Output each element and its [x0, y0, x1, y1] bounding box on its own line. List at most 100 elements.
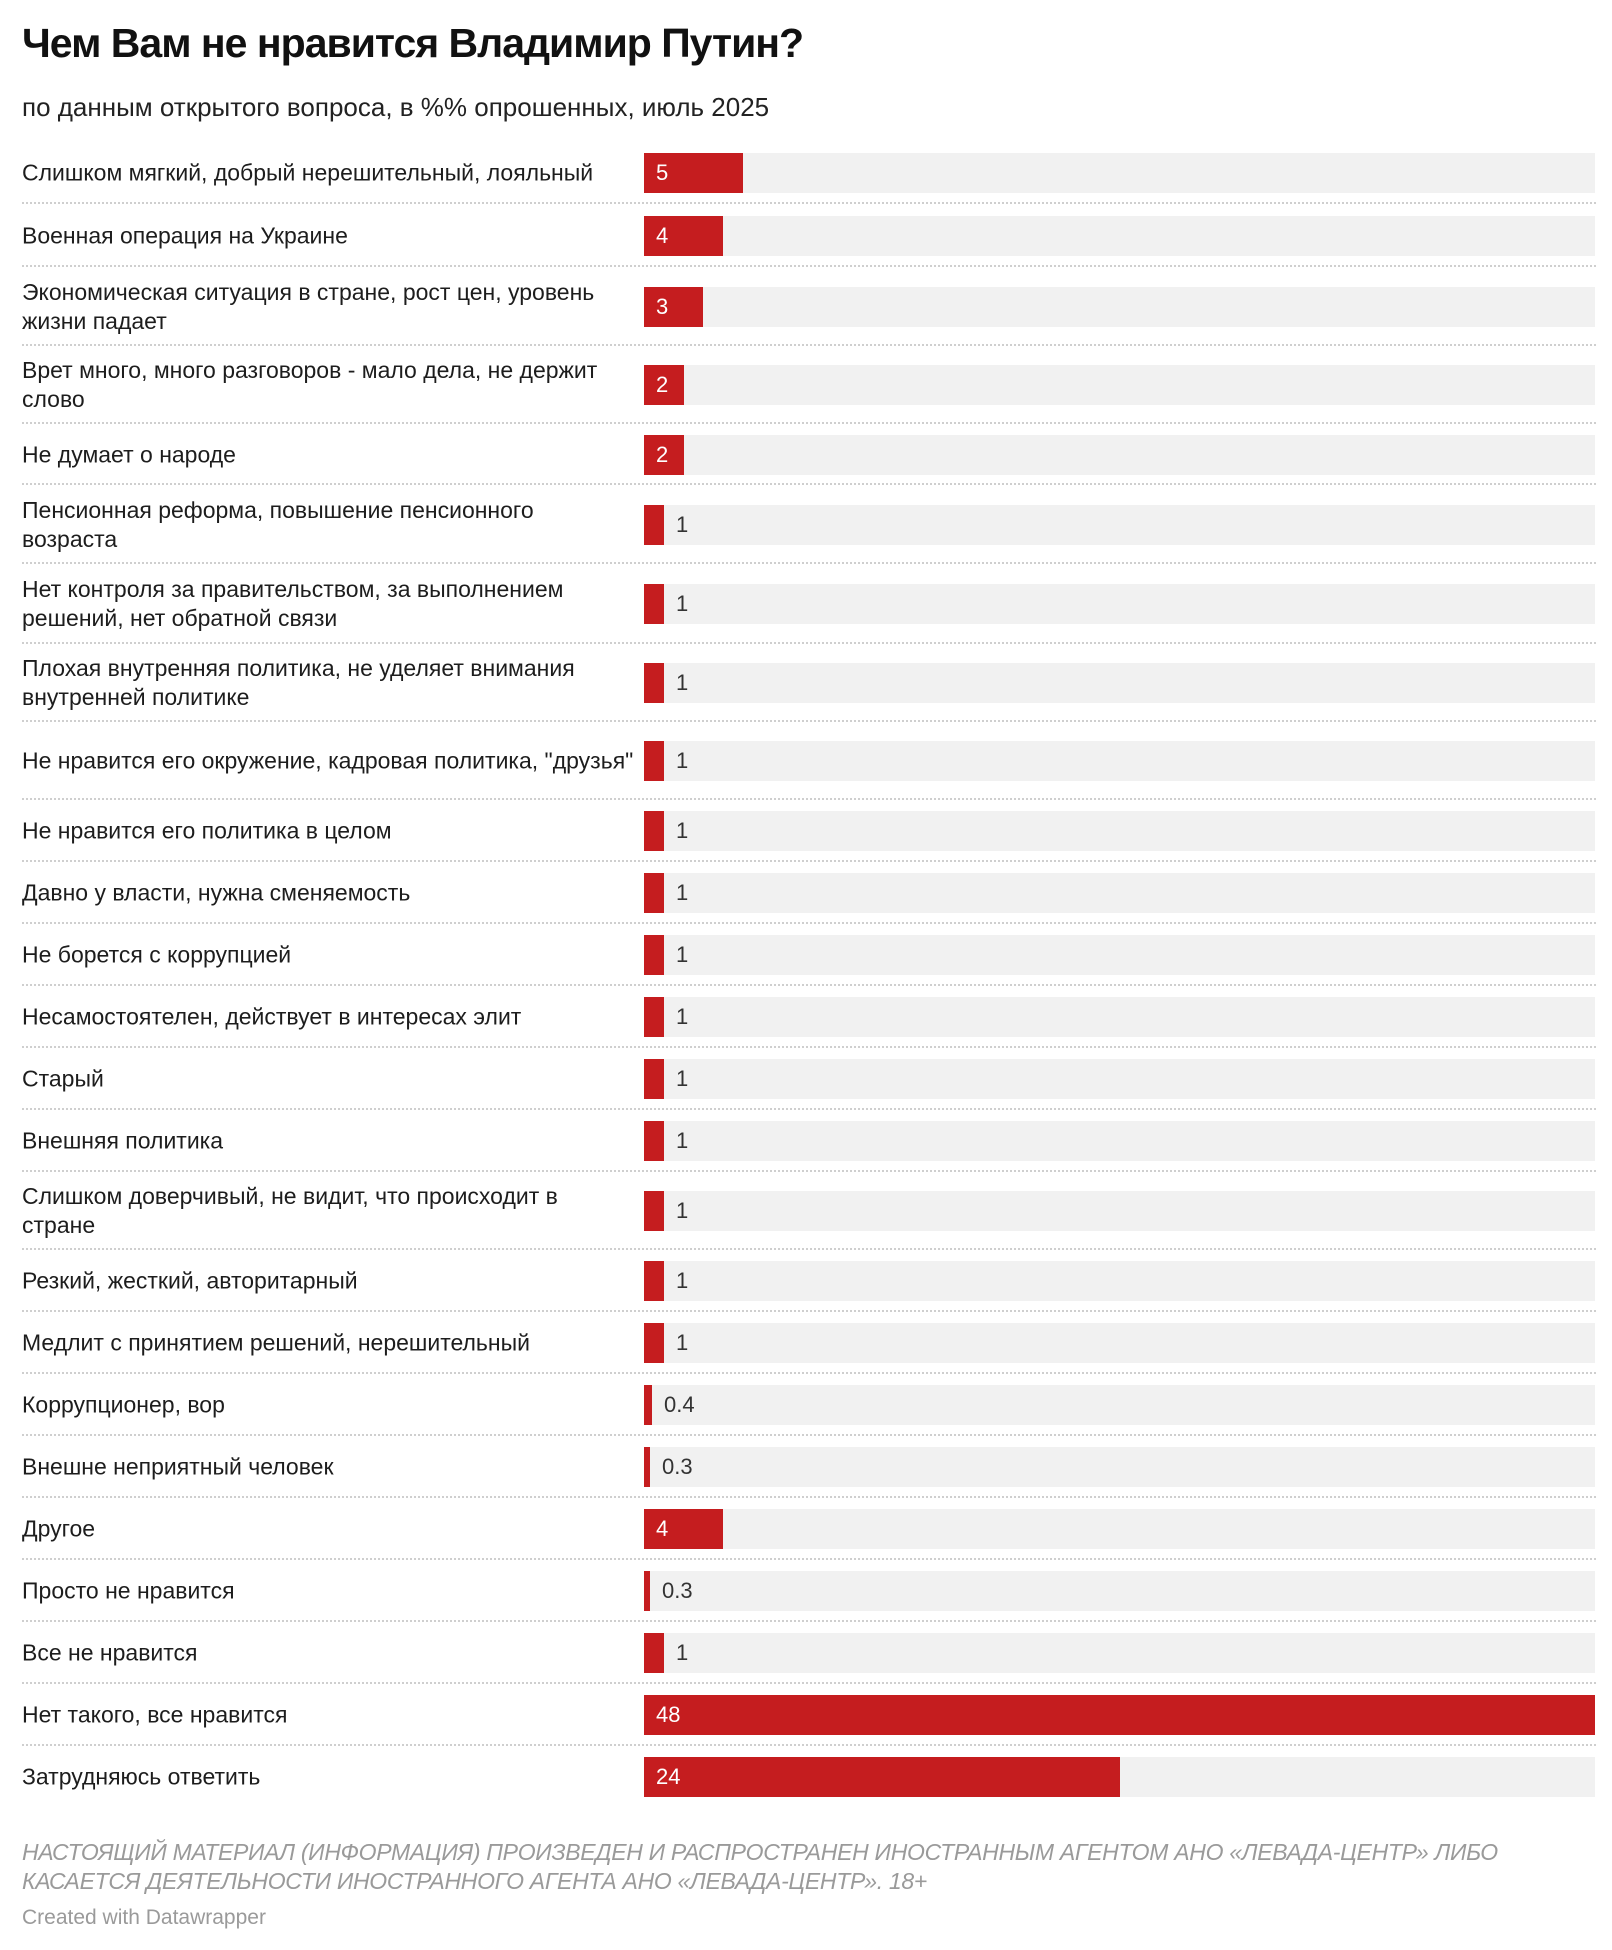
bar-track: 24	[644, 1757, 1595, 1797]
bar[interactable]	[644, 1121, 664, 1161]
chart-row: Несамостоятелен, действует в интересах э…	[22, 986, 1596, 1048]
chart-row: Коррупционер, вор 0.4	[22, 1374, 1596, 1436]
bar-track: 4	[644, 1509, 1595, 1549]
bar-track: 1	[644, 663, 1595, 703]
chart-row: Плохая внутренняя политика, не уделяет в…	[22, 644, 1596, 722]
category-label: Не борется с коррупцией	[22, 941, 292, 968]
category-label: Затрудняюсь ответить	[22, 1763, 261, 1790]
bar[interactable]	[644, 741, 664, 781]
bar[interactable]	[644, 811, 664, 851]
bar[interactable]	[644, 1323, 664, 1363]
bar[interactable]	[644, 1571, 650, 1611]
category-label: Пенсионная реформа, повышение пенсионног…	[22, 496, 534, 552]
bar-track: 1	[644, 1059, 1595, 1099]
category-label: Старый	[22, 1065, 104, 1092]
row-separator	[22, 642, 1596, 644]
value-label: 1	[676, 1640, 689, 1665]
value-label: 1	[676, 670, 689, 695]
value-label: 2	[656, 372, 669, 397]
row-separator	[22, 1496, 1596, 1498]
chart-row: Внешняя политика 1	[22, 1110, 1596, 1172]
row-separator	[22, 922, 1596, 924]
bar-track: 48	[644, 1695, 1595, 1735]
bar[interactable]	[644, 1695, 1595, 1735]
row-separator	[22, 798, 1596, 800]
category-label: Внешняя политика	[22, 1127, 224, 1154]
row-separator	[22, 1620, 1596, 1622]
bar[interactable]	[644, 1059, 664, 1099]
chart-row: Внешне неприятный человек 0.3	[22, 1436, 1596, 1498]
bar[interactable]	[644, 1509, 723, 1549]
category-label: Медлит с принятием решений, нерешительны…	[22, 1329, 530, 1356]
bar[interactable]	[644, 1757, 1120, 1797]
bar[interactable]	[644, 152, 743, 193]
row-separator	[22, 860, 1596, 862]
bar-track: 5	[644, 152, 1595, 193]
category-label: Слишком доверчивый, не видит, что происх…	[22, 1183, 558, 1238]
value-label: 48	[656, 1702, 681, 1727]
category-label: Нет такого, все нравится	[22, 1701, 288, 1728]
value-label: 0.3	[662, 1454, 693, 1479]
bar-track: 1	[644, 935, 1595, 975]
chart-row: Пенсионная реформа, повышение пенсионног…	[22, 485, 1596, 564]
chart-row: Нет такого, все нравится 48	[22, 1684, 1596, 1746]
row-separator	[22, 1372, 1596, 1374]
value-label: 4	[656, 222, 669, 248]
chart-row: Экономическая ситуация в стране, рост це…	[22, 267, 1596, 346]
bar[interactable]	[644, 1633, 664, 1673]
category-label: Слишком мягкий, добрый нерешительный, ло…	[22, 159, 594, 185]
row-separator	[22, 1108, 1596, 1110]
chart-row: Слишком мягкий, добрый нерешительный, ло…	[22, 141, 1596, 204]
bar[interactable]	[644, 286, 703, 327]
bar[interactable]	[644, 1385, 652, 1425]
chart-row: Старый 1	[22, 1048, 1596, 1110]
bar[interactable]	[644, 365, 684, 405]
row-separator	[22, 483, 1596, 485]
bar-track: 0.4	[644, 1385, 1595, 1425]
foreign-agent-disclaimer: НАСТОЯЩИЙ МАТЕРИАЛ (ИНФОРМАЦИЯ) ПРОИЗВЕД…	[22, 1839, 1498, 1894]
row-separator	[22, 1046, 1596, 1048]
bar-track: 2	[644, 365, 1595, 405]
value-label: 0.4	[664, 1392, 695, 1417]
bar-track: 1	[644, 811, 1595, 851]
row-separator	[22, 1248, 1596, 1250]
bar[interactable]	[644, 434, 684, 475]
bar[interactable]	[644, 215, 723, 256]
row-separator	[22, 1170, 1596, 1172]
bar[interactable]	[644, 1191, 664, 1231]
bar[interactable]	[644, 504, 664, 545]
bar[interactable]	[644, 997, 664, 1037]
category-label: Не думает о народе	[22, 441, 236, 467]
bar[interactable]	[644, 873, 664, 913]
datawrapper-credit[interactable]: Created with Datawrapper	[22, 1906, 266, 1929]
value-label: 1	[676, 1268, 689, 1293]
value-label: 1	[676, 1128, 689, 1153]
bar-track: 1	[644, 997, 1595, 1037]
value-label: 1	[676, 818, 689, 843]
chart-row: Нет контроля за правительством, за выпол…	[22, 564, 1596, 644]
category-label: Просто не нравится	[22, 1577, 235, 1604]
bar[interactable]	[644, 663, 664, 703]
bar[interactable]	[644, 584, 664, 624]
category-label: Коррупционер, вор	[22, 1391, 225, 1418]
category-label: Экономическая ситуация в стране, рост це…	[22, 278, 595, 334]
chart-row: Врет много, много разговоров - мало дела…	[22, 346, 1596, 424]
category-label: Военная операция на Украине	[22, 222, 348, 248]
bar-track: 0.3	[644, 1447, 1595, 1487]
bar[interactable]	[644, 1261, 664, 1301]
chart-row: Военная операция на Украине 4	[22, 204, 1596, 267]
value-label: 1	[676, 880, 689, 905]
chart-row: Не нравится его политика в целом 1	[22, 800, 1596, 862]
chart-row: Медлит с принятием решений, нерешительны…	[22, 1312, 1596, 1374]
bar-track: 1	[644, 504, 1595, 545]
category-label: Все не нравится	[22, 1639, 198, 1666]
category-label: Резкий, жесткий, авторитарный	[22, 1267, 358, 1294]
bar[interactable]	[644, 935, 664, 975]
bar-track: 2	[644, 434, 1595, 475]
value-label: 24	[656, 1764, 681, 1789]
bar-track: 1	[644, 1121, 1595, 1161]
row-separator	[22, 1434, 1596, 1436]
row-separator	[22, 984, 1596, 986]
bar[interactable]	[644, 1447, 650, 1487]
bar-track: 3	[644, 286, 1595, 327]
